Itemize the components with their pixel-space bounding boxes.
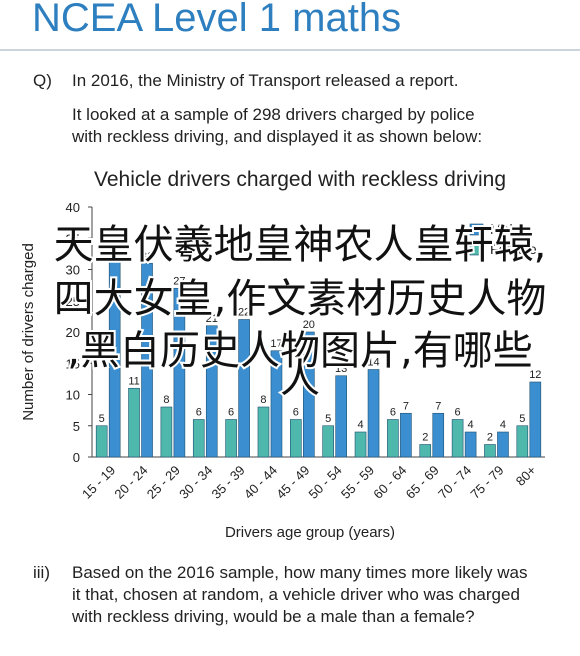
legend-label: Male [490,221,521,237]
bar [451,419,464,458]
bar [529,381,542,458]
bar [335,375,347,458]
bar [464,431,477,458]
bar [160,406,173,458]
bar [108,237,121,458]
bar [192,419,205,458]
question-line: with reckless driving, and displayed it … [71,127,482,146]
y-axis-label: Number of drivers charged [20,243,37,421]
part-line: it that, chosen at random, a vehicle dri… [72,585,520,604]
value-label: 5 [325,413,331,425]
y-tick-label: 40 [66,200,80,215]
value-label: 6 [196,407,202,419]
bar [484,444,496,458]
value-label: 7 [435,400,441,412]
value-label: 6 [293,407,299,419]
value-label: 6 [390,407,396,419]
value-label: 5 [519,413,525,425]
watermark-line: 人 [280,356,320,402]
watermark-line: 四大女皇,作文素材历史人物 [54,276,547,322]
bar [95,425,108,458]
value-label: 8 [163,394,169,406]
value-label: 35 [109,225,121,237]
chart-title: Vehicle drivers charged with reckless dr… [94,168,506,191]
y-tick-label: 5 [73,419,80,434]
bar [303,331,315,458]
value-label: 12 [529,369,541,381]
value-label: 14 [367,357,379,369]
header-title: NCEA Level 1 maths [32,0,401,40]
value-label: 20 [303,319,315,331]
bar [387,419,399,458]
value-label: 8 [260,394,266,406]
y-tick-label: 15 [66,356,80,371]
bar [257,406,270,458]
value-label: 4 [468,419,474,431]
bar [205,325,218,458]
x-axis-label: Drivers age group (years) [225,524,395,541]
bar [367,369,380,458]
bar [432,412,445,458]
value-label: 6 [455,407,461,419]
bar [128,387,140,458]
y-tick-label: 10 [66,388,80,403]
legend-swatch [469,223,484,236]
bar [290,419,302,458]
question-line: It looked at a sample of 298 drivers cha… [72,105,475,124]
y-tick-label: 35 [66,231,80,246]
value-label: 21 [206,313,218,325]
bar [173,287,186,458]
part-label: iii) [33,563,50,582]
bar [516,425,529,458]
bar [141,262,153,458]
value-label: 17 [270,338,282,350]
part-line: with reckless driving, would be a male t… [71,607,475,626]
question-label: Q) [33,71,52,90]
legend-label: Female [490,241,537,257]
part-line: Based on the 2016 sample, how many times… [72,563,527,582]
y-tick-label: 30 [66,263,80,278]
value-label: 31 [141,250,153,262]
watermark-line: 天皇伏羲地皇神农人皇轩辕, [54,222,547,268]
y-tick-label: 0 [73,450,80,465]
y-tick-label: 20 [66,325,80,340]
y-tick-label: 25 [66,294,80,309]
value-label: 13 [335,363,347,375]
question-line: In 2016, the Ministry of Transport relea… [72,71,458,90]
value-label: 4 [500,419,506,431]
bar [354,431,367,458]
bar [400,412,412,458]
value-label: 5 [99,413,105,425]
value-label: 2 [422,432,428,444]
value-label: 11 [128,375,139,387]
value-label: 7 [403,400,409,412]
legend-swatch [469,243,484,256]
bar [238,319,250,458]
bar [419,444,432,458]
value-label: 27 [173,275,185,287]
watermark-line: ,黑白历史人物图片,有哪些 [67,328,532,374]
value-label: 22 [238,307,250,319]
bar [322,425,334,458]
value-label: 2 [487,432,493,444]
bar [225,419,237,458]
value-label: 6 [228,407,234,419]
value-label: 4 [357,419,363,431]
bar [497,431,509,458]
bar [270,350,283,458]
